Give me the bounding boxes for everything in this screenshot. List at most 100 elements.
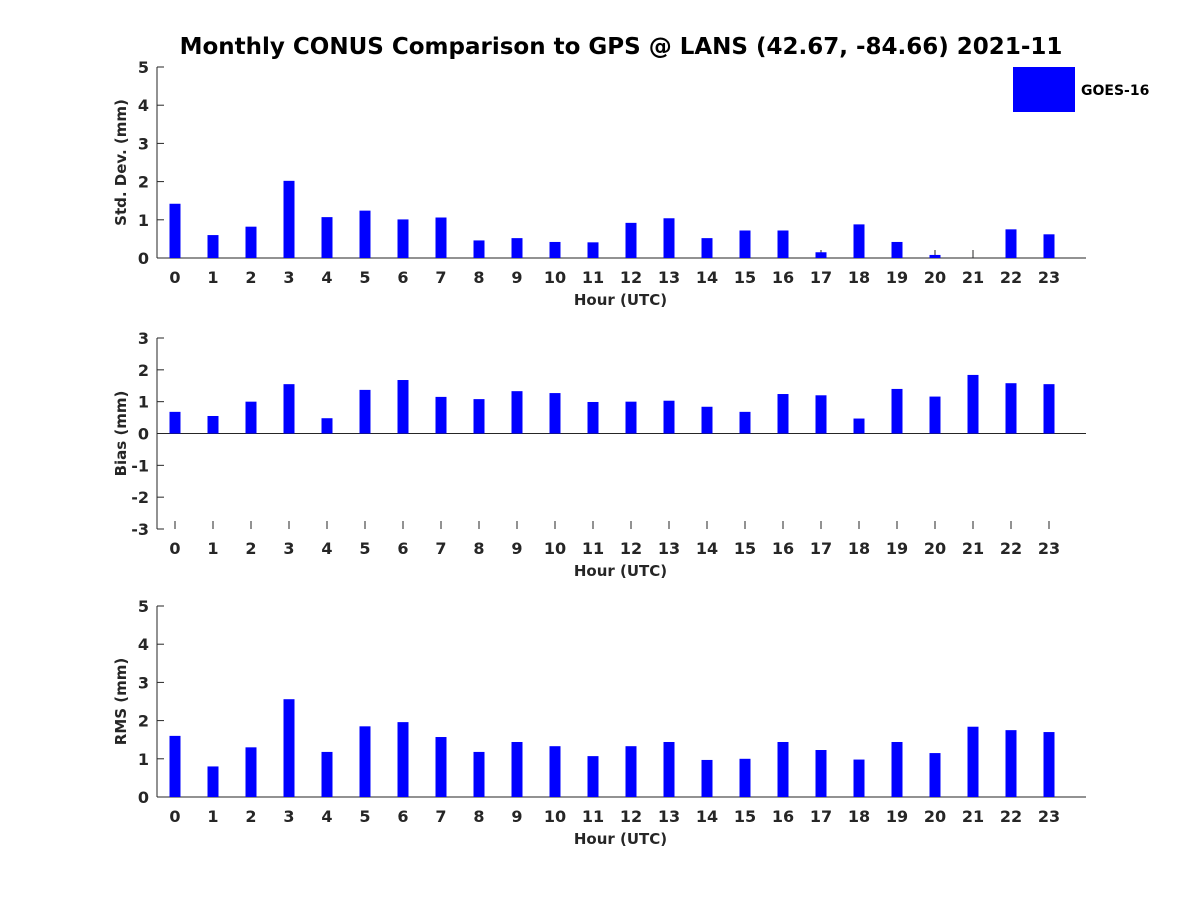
x-axis-label: Hour (UTC) — [574, 291, 667, 309]
x-tick-label: 19 — [886, 268, 908, 287]
x-tick-label: 3 — [283, 807, 294, 826]
x-tick-label: 21 — [962, 268, 984, 287]
x-tick-label: 0 — [169, 539, 180, 558]
bar — [245, 747, 257, 797]
bar — [701, 406, 713, 434]
bar — [929, 396, 941, 434]
x-tick-label: 6 — [397, 807, 408, 826]
bar — [245, 226, 257, 258]
x-tick-label: 22 — [1000, 268, 1022, 287]
x-tick-label: 17 — [810, 807, 832, 826]
bar — [435, 217, 447, 258]
figure-title: Monthly CONUS Comparison to GPS @ LANS (… — [180, 34, 1063, 60]
x-tick-label: 12 — [620, 268, 642, 287]
x-tick-label: 3 — [283, 539, 294, 558]
bar — [929, 254, 941, 258]
bar — [549, 393, 561, 434]
x-tick-label: 6 — [397, 539, 408, 558]
bar — [473, 751, 485, 797]
x-tick-label: 8 — [473, 539, 484, 558]
x-tick-label: 12 — [620, 539, 642, 558]
x-tick-label: 21 — [962, 539, 984, 558]
x-tick-label: 5 — [359, 539, 370, 558]
x-tick-label: 6 — [397, 268, 408, 287]
y-tick-label: 2 — [138, 361, 149, 380]
bar — [207, 235, 219, 258]
x-tick-label: 4 — [321, 268, 332, 287]
x-tick-label: 2 — [245, 268, 256, 287]
bar — [473, 399, 485, 434]
y-tick-label: 0 — [138, 425, 149, 444]
x-tick-label: 21 — [962, 807, 984, 826]
bar — [511, 391, 523, 434]
x-tick-label: 14 — [696, 268, 718, 287]
x-tick-label: 10 — [544, 807, 566, 826]
bar — [397, 380, 409, 434]
bar — [815, 395, 827, 434]
legend: GOES-16 — [1013, 67, 1149, 112]
bar — [967, 374, 979, 434]
x-tick-label: 7 — [435, 807, 446, 826]
bar — [435, 396, 447, 434]
bar — [169, 411, 181, 434]
x-tick-label: 8 — [473, 268, 484, 287]
x-tick-label: 16 — [772, 268, 794, 287]
bar — [853, 224, 865, 258]
x-tick-label: 16 — [772, 807, 794, 826]
bar — [625, 222, 637, 258]
bar — [435, 737, 447, 797]
bar — [245, 401, 257, 434]
legend-swatch — [1013, 67, 1075, 112]
x-tick-label: 20 — [924, 268, 946, 287]
bar — [777, 230, 789, 258]
x-tick-label: 9 — [511, 539, 522, 558]
x-tick-label: 1 — [207, 807, 218, 826]
bar — [853, 418, 865, 434]
y-tick-label: 0 — [138, 249, 149, 268]
x-tick-label: 19 — [886, 807, 908, 826]
y-tick-label: 2 — [138, 712, 149, 731]
bar — [207, 766, 219, 797]
x-axis-label: Hour (UTC) — [574, 830, 667, 848]
bar — [891, 241, 903, 258]
bar — [625, 401, 637, 434]
bar — [359, 389, 371, 434]
x-tick-label: 14 — [696, 539, 718, 558]
x-tick-label: 14 — [696, 807, 718, 826]
bar — [321, 217, 333, 258]
x-tick-label: 11 — [582, 268, 604, 287]
x-tick-label: 4 — [321, 807, 332, 826]
bar — [625, 746, 637, 797]
y-tick-label: 5 — [138, 597, 149, 616]
bar — [283, 384, 295, 434]
bar — [1005, 383, 1017, 434]
bar — [739, 411, 751, 434]
y-tick-label: 3 — [138, 329, 149, 348]
x-tick-label: 13 — [658, 807, 680, 826]
x-tick-label: 20 — [924, 539, 946, 558]
x-tick-label: 9 — [511, 807, 522, 826]
bar — [663, 400, 675, 434]
bar — [929, 753, 941, 797]
x-tick-label: 5 — [359, 807, 370, 826]
x-tick-label: 20 — [924, 807, 946, 826]
y-axis-label: RMS (mm) — [112, 658, 130, 745]
bar — [207, 415, 219, 434]
bar — [777, 741, 789, 797]
bar — [283, 180, 295, 258]
x-tick-label: 0 — [169, 807, 180, 826]
bar — [169, 203, 181, 258]
x-tick-label: 17 — [810, 268, 832, 287]
bar — [473, 240, 485, 258]
x-axis-label: Hour (UTC) — [574, 562, 667, 580]
bar — [1005, 229, 1017, 258]
y-tick-label: 1 — [138, 750, 149, 769]
bar — [397, 219, 409, 258]
y-tick-label: 4 — [138, 96, 149, 115]
y-tick-label: 3 — [138, 134, 149, 153]
y-tick-label: -1 — [131, 456, 149, 475]
bar — [701, 238, 713, 258]
